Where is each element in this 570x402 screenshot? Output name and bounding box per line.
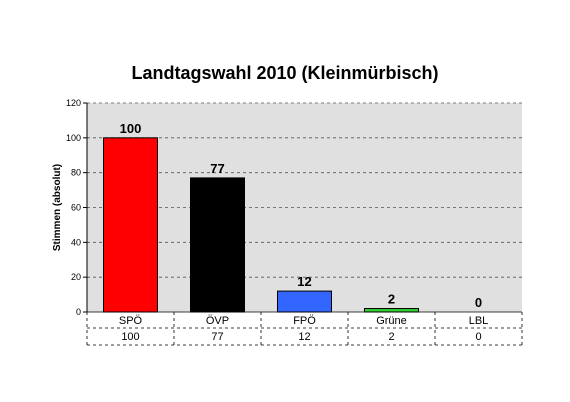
table-value: 2 xyxy=(388,331,394,343)
chart-title: Landtagswahl 2010 (Kleinmürbisch) xyxy=(131,63,438,83)
x-tick-label: ÖVP xyxy=(206,315,229,327)
x-tick-label: Grüne xyxy=(376,315,407,327)
grid-lines xyxy=(87,102,522,278)
bar-grüne xyxy=(364,308,419,313)
table-value: 0 xyxy=(475,331,481,343)
x-tick-label: FPÖ xyxy=(293,315,316,327)
data-label: 100 xyxy=(120,121,142,136)
table-value: 12 xyxy=(298,331,310,343)
bars xyxy=(103,137,419,313)
table-value: 77 xyxy=(211,331,223,343)
data-label: 77 xyxy=(210,161,224,176)
value-labels: 100 77 12 2 0 xyxy=(120,121,482,310)
y-tick-label: 80 xyxy=(71,168,81,178)
y-tick-label: 20 xyxy=(71,272,81,282)
x-tick-label: LBL xyxy=(469,315,489,327)
data-label: 2 xyxy=(388,292,395,307)
data-table: SPÖ 100 ÖVP 77 FPÖ 12 Grüne 2 LBL 0 xyxy=(86,311,523,346)
y-axis: 0 20 40 60 80 100 120 xyxy=(66,98,88,317)
table-value: 100 xyxy=(121,331,139,343)
x-tick-label: SPÖ xyxy=(119,315,143,327)
bar-spö xyxy=(103,137,158,313)
y-tick-label: 60 xyxy=(71,203,81,213)
y-tick-label: 100 xyxy=(66,133,81,143)
y-axis-label: Stimmen (absolut) xyxy=(52,164,63,251)
bar-fpö xyxy=(277,290,332,313)
y-tick-label: 0 xyxy=(76,307,81,317)
bar-övp xyxy=(190,177,245,313)
data-label: 12 xyxy=(297,274,311,289)
y-tick-label: 40 xyxy=(71,237,81,247)
y-tick-label: 120 xyxy=(66,98,81,108)
data-label: 0 xyxy=(475,295,482,310)
